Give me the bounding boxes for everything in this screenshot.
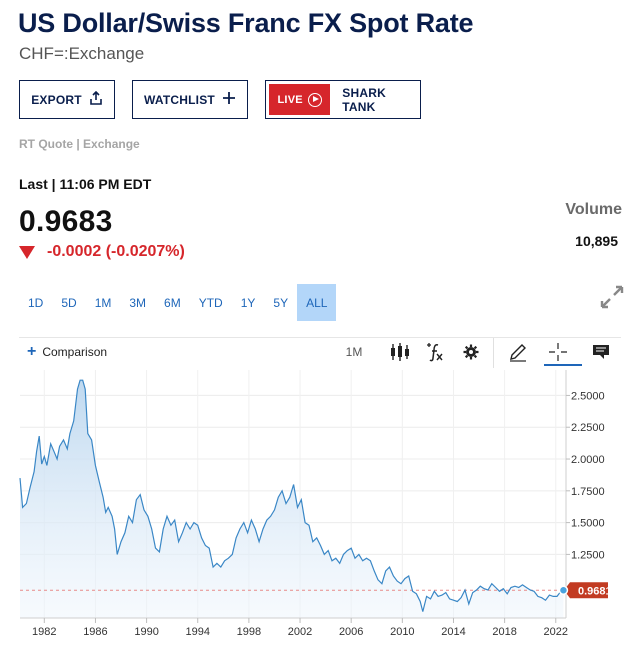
range-tab-ytd[interactable]: YTD — [198, 295, 223, 310]
live-show-label: SHARK TANK — [342, 85, 386, 114]
candlestick-icon[interactable] — [388, 340, 412, 364]
range-tab-6m[interactable]: 6M — [164, 295, 181, 310]
share-icon — [89, 90, 103, 108]
toolbar-divider — [19, 337, 621, 338]
y-tick-label-4: 2.2500 — [571, 422, 605, 434]
price-area — [20, 380, 564, 618]
last-value-dot — [558, 585, 569, 595]
live-tv-button[interactable]: LIVE SHARK TANK — [265, 80, 421, 119]
page-title: US Dollar/Swiss Franc FX Spot Rate — [18, 8, 474, 38]
interval-button[interactable]: 1M — [345, 345, 363, 359]
volume-label: Volume — [565, 201, 622, 218]
export-button[interactable]: EXPORT — [19, 80, 115, 119]
toolbar-separator — [493, 338, 494, 368]
last-price: 0.9683 — [19, 205, 113, 238]
range-tab-1m[interactable]: 1M — [94, 295, 112, 310]
crosshair-icon[interactable] — [546, 340, 570, 364]
change-value: -0.0002 (-0.0207%) — [47, 243, 185, 260]
function-icon[interactable] — [422, 340, 446, 364]
plus-icon: + — [27, 343, 37, 360]
x-tick-label-7: 2010 — [390, 626, 414, 638]
time-range-tabs: 1D 5D 1M 3M 6M YTD 1Y 5Y ALL — [19, 284, 337, 321]
price-change: -0.0002 (-0.0207%) — [19, 243, 185, 261]
x-tick-label-8: 2014 — [441, 626, 465, 638]
watchlist-button[interactable]: WATCHLIST — [132, 80, 248, 119]
x-tick-label-3: 1994 — [185, 626, 209, 638]
crosshair-active-indicator — [544, 364, 582, 366]
range-tab-5d[interactable]: 5D — [61, 295, 77, 310]
range-tab-1y[interactable]: 1Y — [240, 295, 256, 310]
export-label: EXPORT — [31, 92, 82, 107]
x-tick-label-5: 2002 — [288, 626, 312, 638]
last-updated: Last | 11:06 PM EDT — [19, 176, 152, 192]
play-icon — [307, 92, 322, 107]
x-tick-label-10: 2022 — [544, 626, 568, 638]
comparison-label: Comparison — [42, 345, 108, 359]
last-value-tag — [564, 582, 608, 599]
y-tick-label-2: 1.7500 — [571, 486, 605, 498]
down-arrow-icon — [19, 245, 35, 259]
x-tick-label-1: 1986 — [83, 626, 107, 638]
range-tab-all[interactable]: ALL — [297, 284, 337, 321]
live-badge-label: LIVE — [277, 93, 303, 106]
x-tick-label-4: 1998 — [237, 626, 261, 638]
y-tick-label-0: 1.2500 — [571, 549, 605, 561]
plus-icon — [222, 91, 236, 108]
price-chart[interactable]: 1982 1986 1990 1994 1998 2002 2006 2010 2014 2018… — [0, 368, 640, 662]
last-value-label: 0.9681 — [578, 585, 612, 597]
quote-source: RT Quote | Exchange — [19, 137, 140, 151]
live-badge: LIVE — [269, 84, 331, 115]
symbol-subtitle: CHF=:Exchange — [19, 44, 145, 63]
x-tick-label-6: 2006 — [339, 626, 363, 638]
y-tick-label-5: 2.5000 — [571, 390, 605, 402]
y-tick-label-1: 1.5000 — [571, 518, 605, 530]
x-tick-label-9: 2018 — [492, 626, 516, 638]
x-tick-label-0: 1982 — [32, 626, 56, 638]
x-tick-label-2: 1990 — [134, 626, 158, 638]
range-tab-1d[interactable]: 1D — [28, 295, 44, 310]
volume-value: 10,895 — [575, 233, 618, 249]
y-tick-label-3: 2.0000 — [571, 454, 605, 466]
comparison-button[interactable]: + Comparison — [27, 344, 107, 360]
price-line — [19, 379, 564, 612]
gear-icon[interactable] — [460, 340, 482, 364]
expand-icon[interactable] — [599, 284, 625, 310]
range-tab-5y[interactable]: 5Y — [273, 295, 289, 310]
range-tab-3m[interactable]: 3M — [129, 295, 147, 310]
draw-icon[interactable] — [506, 340, 530, 364]
watchlist-label: WATCHLIST — [144, 92, 215, 107]
comment-icon[interactable] — [590, 340, 612, 364]
